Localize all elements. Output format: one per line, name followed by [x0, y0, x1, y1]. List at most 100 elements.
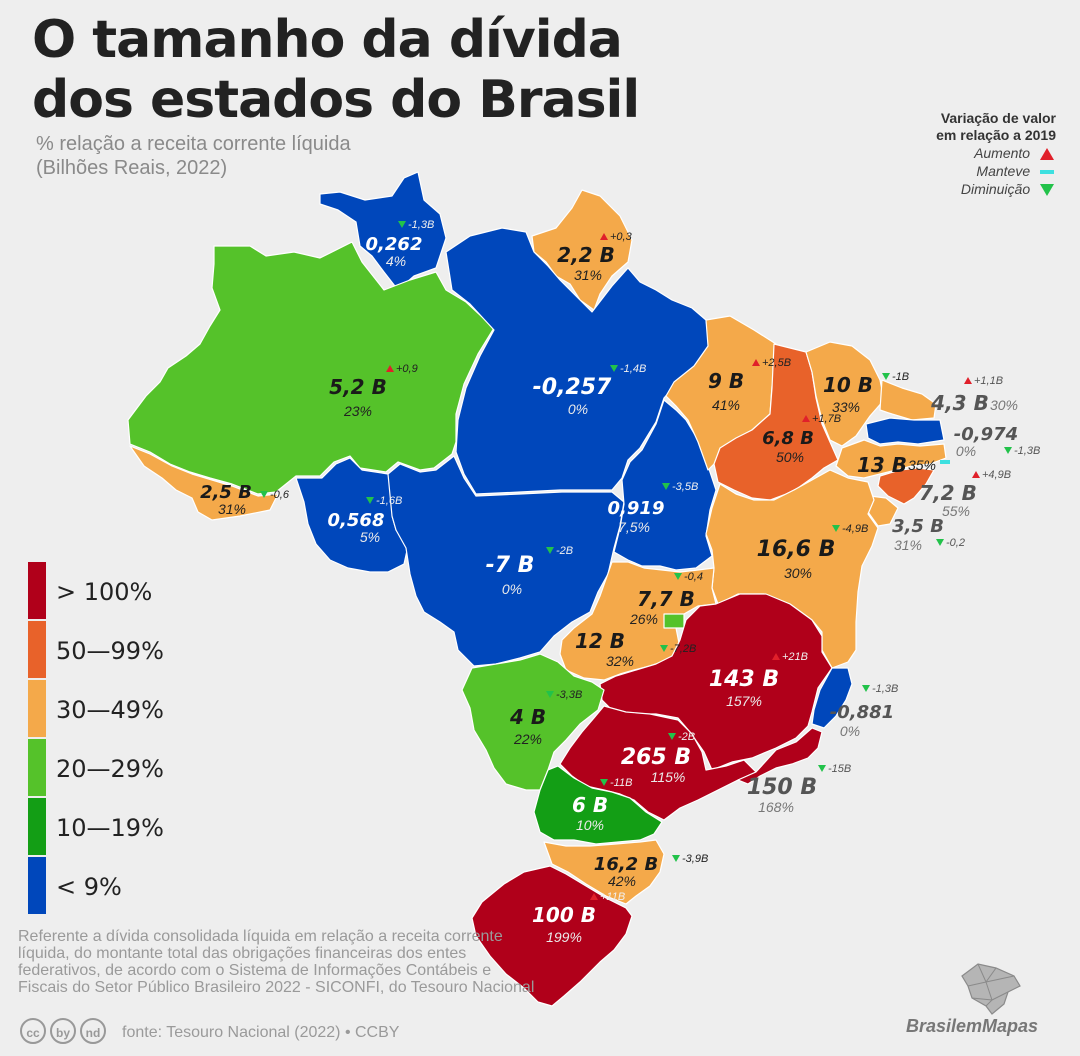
decrease-triangle-icon [546, 691, 554, 698]
page-title: O tamanho da dívida dos estados do Brasi… [32, 10, 640, 130]
state-percent-pb: 0% [956, 443, 976, 459]
legend-swatch-4 [28, 798, 46, 855]
decrease-triangle-icon [260, 491, 268, 498]
state-value-ro: 0,568 [328, 510, 385, 531]
state-pe [835, 439, 947, 479]
variation-legend-title-2: em relação a 2019 [936, 127, 1056, 143]
state-percent-pr: 10% [576, 817, 604, 833]
state-change-ms: -3,3B [556, 689, 582, 701]
cc-icon: cc [20, 1018, 46, 1044]
state-percent-se: 31% [894, 537, 922, 553]
variation-decrease-row: Diminuição [936, 180, 1056, 198]
state-value-ma: 9 B [708, 369, 744, 393]
state-value-sp: 265 B [621, 745, 691, 770]
state-value-pr: 6 B [572, 793, 608, 817]
state-percent-ma: 41% [712, 397, 740, 413]
state-percent-ba: 30% [784, 565, 812, 581]
state-sc [543, 839, 665, 905]
state-percent-ce: 33% [832, 399, 860, 415]
state-change-es: -1,3B [872, 683, 898, 695]
decrease-triangle-icon [366, 497, 374, 504]
legend-swatch-1 [28, 621, 46, 678]
state-rn [879, 379, 937, 421]
brasilemmapas-logo-icon [961, 963, 1021, 1015]
variation-increase-label: Aumento [974, 145, 1031, 161]
state-percent-pi: 50% [776, 449, 804, 465]
brand-name: BrasilemMapas [906, 1016, 1039, 1036]
state-change-pi: +1,7B [812, 413, 841, 425]
decrease-triangle-icon [610, 365, 618, 372]
state-percent-mt: 0% [502, 581, 522, 597]
variation-same-label: Manteve [976, 163, 1031, 179]
decrease-triangle-icon [546, 547, 554, 554]
legend-swatch-2 [28, 680, 46, 737]
state-value-rj: 150 B [747, 775, 817, 800]
state-percent-ac: 31% [218, 501, 246, 517]
state-value-rs: 100 B [532, 903, 596, 927]
state-percent-rj: 168% [758, 799, 794, 815]
state-value-ap: 2,2 B [557, 243, 615, 267]
state-value-am: 5,2 B [329, 375, 387, 399]
state-pb [865, 417, 945, 445]
increase-triangle-icon [964, 377, 972, 384]
state-value-rr: 0,262 [366, 234, 423, 255]
state-value-se: 3,5 B [892, 516, 944, 537]
state-percent-pe: 35% [908, 457, 936, 473]
state-df [663, 613, 685, 629]
legend-label-1: 50—99% [56, 637, 164, 665]
subtitle: % relação a receita corrente líquida (Bi… [36, 132, 351, 180]
variation-legend: Variação de valor em relação a 2019 Aume… [936, 110, 1056, 198]
decrease-triangle-icon [1004, 447, 1012, 454]
legend-label-0: > 100% [56, 578, 153, 606]
state-value-go: 12 B [575, 629, 625, 653]
legend-label-5: < 9% [56, 873, 122, 901]
state-percent-to: 7,5% [618, 519, 650, 535]
legend-label-4: 10—19% [56, 814, 164, 842]
decrease-triangle-icon [600, 779, 608, 786]
state-change-ce: -1B [892, 371, 909, 383]
state-change-ap: +0,3 [610, 231, 633, 243]
increase-triangle-icon [772, 653, 780, 660]
state-change-mg: +21B [782, 651, 808, 663]
state-percent-df: 26% [629, 611, 658, 627]
decrease-triangle-icon [832, 525, 840, 532]
legend-swatch-0 [28, 562, 46, 619]
decrease-triangle-icon [398, 221, 406, 228]
state-es [811, 667, 853, 729]
state-value-es: -0,881 [830, 702, 894, 723]
variation-same-row: Manteve [936, 162, 1056, 180]
state-change-pr: -11B [610, 777, 632, 789]
decrease-triangle-icon [882, 373, 890, 380]
legend-label-2: 30—49% [56, 696, 164, 724]
state-change-se: -0,2 [946, 537, 965, 549]
state-value-ce: 10 B [823, 373, 873, 397]
variation-increase-row: Aumento [936, 144, 1056, 162]
legend-swatch-3 [28, 739, 46, 796]
decrease-triangle-icon [662, 483, 670, 490]
state-change-sc: -3,9B [682, 853, 708, 865]
state-change-df: -0,4 [684, 571, 703, 583]
state-value-mt: -7 B [486, 553, 535, 578]
state-value-ba: 16,6 B [757, 537, 836, 562]
triangle-up-icon [1040, 148, 1054, 161]
state-percent-sc: 42% [608, 873, 636, 889]
state-change-rj: -15B [828, 763, 851, 775]
increase-triangle-icon [600, 233, 608, 240]
state-value-pi: 6,8 B [762, 428, 814, 449]
state-value-ac: 2,5 B [200, 482, 252, 503]
state-percent-rn: 30% [990, 397, 1018, 413]
state-value-ms: 4 B [509, 705, 546, 729]
decrease-triangle-icon [818, 765, 826, 772]
state-change-ac: -0,6 [270, 489, 290, 501]
state-value-df: 7,7 B [637, 587, 695, 611]
state-percent-ms: 22% [513, 731, 542, 747]
legend-label-3: 20—29% [56, 755, 164, 783]
state-change-mt: -2B [556, 545, 573, 557]
license-icons: cc by nd [20, 1018, 106, 1044]
state-percent-sp: 115% [651, 769, 686, 785]
state-al [877, 467, 935, 505]
state-change-ma: +2,5B [762, 357, 791, 369]
state-value-sc: 16,2 B [594, 854, 658, 875]
nd-icon: nd [80, 1018, 106, 1044]
